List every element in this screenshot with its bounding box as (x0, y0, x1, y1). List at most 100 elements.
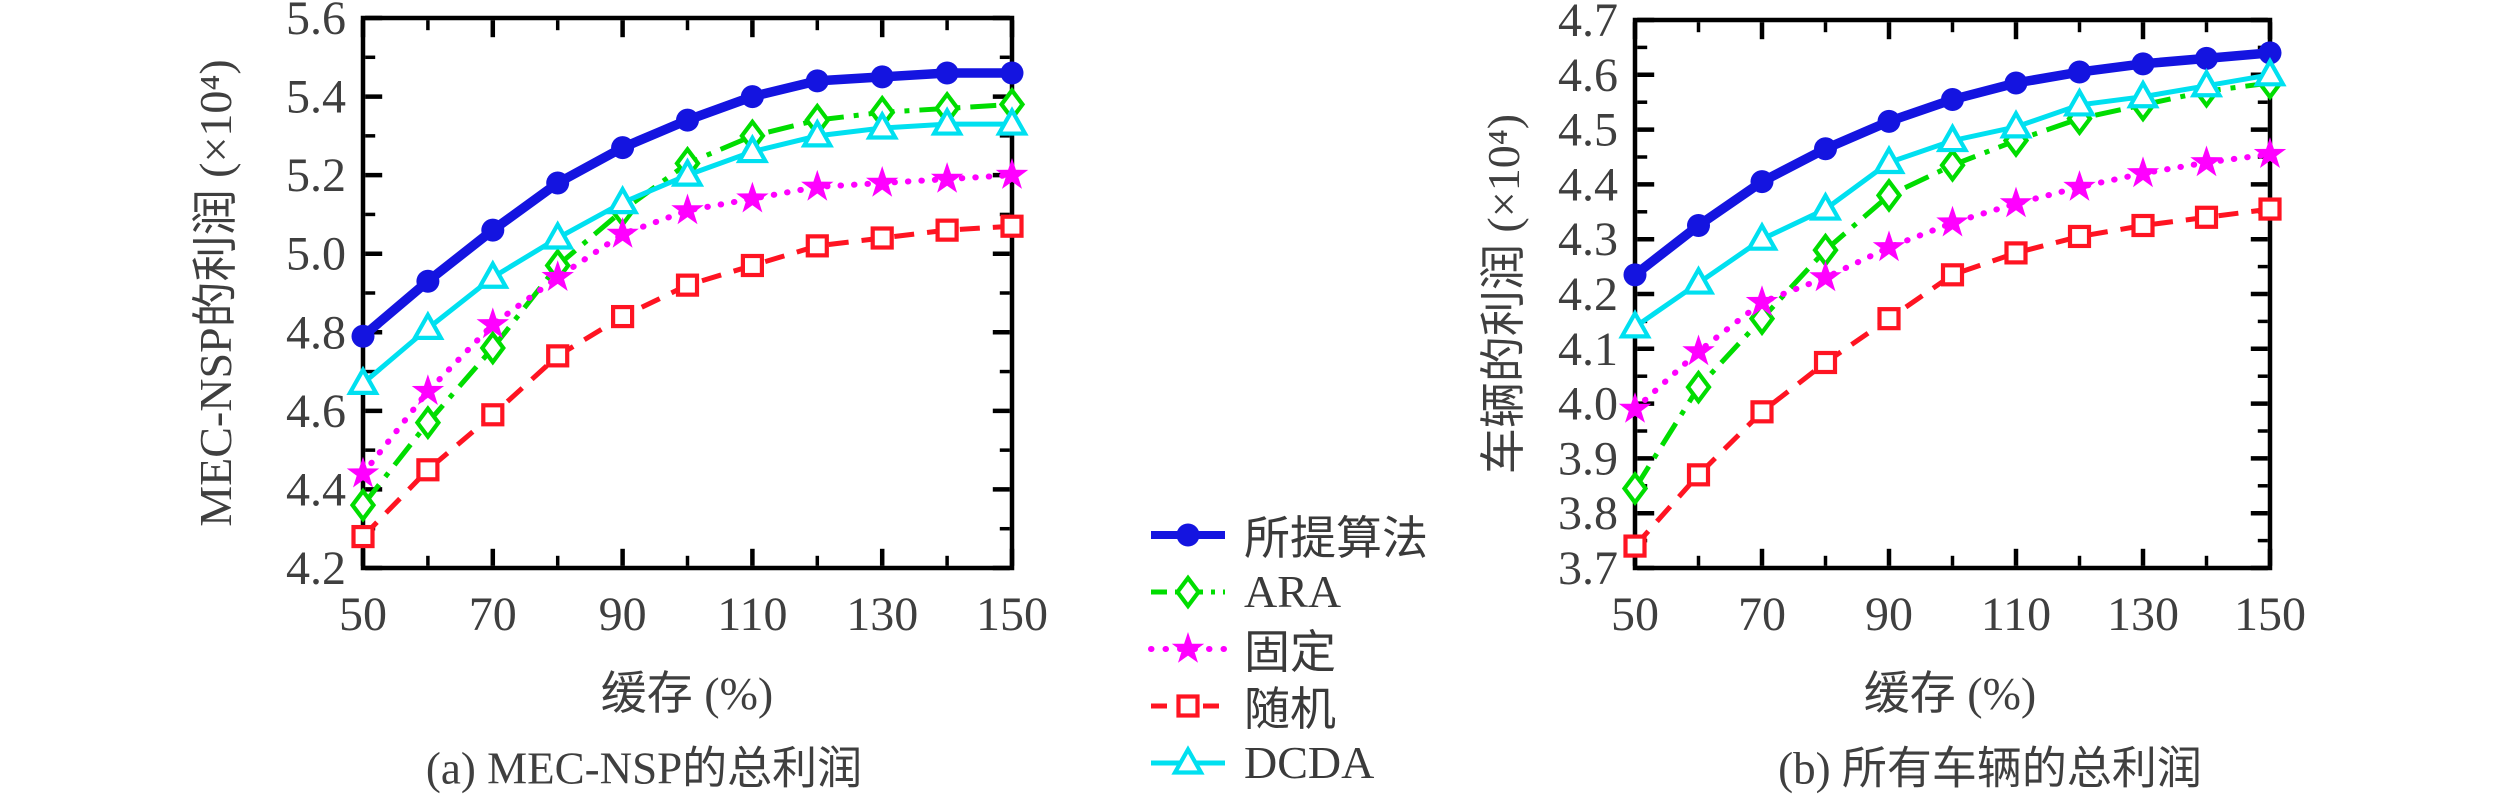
square-marker-icon (1000, 214, 1024, 238)
axes-box (360, 15, 1015, 571)
right-y-axis-label: 车辆的利润 (×10⁴) (1478, 113, 1529, 475)
circle-marker-icon (1941, 87, 1964, 111)
y-tick-label: 4.4 (286, 463, 346, 516)
triangle-marker-icon (1171, 744, 1205, 775)
y-tick-label: 4.2 (1558, 268, 1618, 321)
square-marker-icon (675, 273, 700, 297)
triangle-marker-icon (2189, 67, 2224, 98)
star-marker-icon (346, 456, 380, 488)
square-marker-icon (805, 234, 829, 258)
series-markers-fixed (1618, 137, 2287, 423)
left-y-axis-label: MEC-NSP的利润 (×10⁴) (190, 59, 241, 527)
series-markers-dcda (346, 106, 1029, 395)
x-tick-label: 130 (846, 588, 918, 641)
legend-item-fixed: 固定 (1148, 620, 1428, 678)
y-tick-label: 4.8 (286, 306, 346, 359)
circle-marker-icon (2258, 41, 2282, 65)
triangle-marker-icon (930, 106, 964, 136)
circle-marker-icon (1623, 263, 1647, 287)
square-marker-icon (740, 253, 765, 278)
circle-marker-icon (676, 108, 699, 132)
legend-item-proposed: 所提算法 (1148, 506, 1428, 564)
star-marker-icon (2063, 170, 2096, 201)
star-marker-icon (1872, 230, 1906, 262)
circle-marker-icon (2195, 46, 2218, 70)
circle-marker-icon (611, 136, 635, 160)
legend-star-sample-icon (1148, 631, 1228, 663)
square-marker-icon (2067, 224, 2092, 249)
circle-marker-icon (416, 269, 440, 293)
series-line-fixed (1632, 151, 2273, 413)
legend-item-dcda: DCDA (1148, 734, 1428, 791)
y-tick-label: 4.2 (286, 542, 346, 595)
x-tick-label: 50 (1611, 588, 1659, 641)
square-marker-icon (481, 403, 505, 427)
legend-item-random: 随机 (1148, 677, 1428, 735)
triangle-marker-icon (2126, 78, 2160, 109)
star-marker-icon (476, 307, 509, 339)
star-marker-icon (995, 158, 1029, 189)
diamond-marker-icon (1939, 147, 1966, 183)
x-tick-label: 110 (1981, 588, 2051, 641)
star-marker-icon (411, 374, 445, 405)
series-markers-dcda (1618, 57, 2287, 339)
x-tick-label: 50 (339, 588, 387, 641)
legend-item-label: ARA (1244, 566, 1342, 617)
square-marker-icon (1750, 400, 1774, 424)
y-tick-label: 4.5 (1558, 104, 1618, 157)
triangle-marker-icon (1618, 309, 1652, 339)
circle-marker-icon (351, 324, 375, 348)
star-marker-icon (1999, 186, 2033, 218)
triangle-marker-icon (995, 106, 1029, 136)
series-markers-ara (349, 86, 1026, 523)
legend-diamond-sample-icon (1151, 574, 1225, 609)
star-marker-icon (736, 181, 769, 213)
star-marker-icon (1745, 285, 1779, 316)
triangle-marker-icon (476, 259, 510, 289)
y-tick-label: 5.0 (286, 228, 346, 281)
star-marker-icon (541, 260, 574, 291)
triangle-marker-icon (865, 110, 899, 140)
triangle-marker-icon (411, 310, 445, 340)
x-tick-label: 90 (1865, 588, 1913, 641)
x-tick-label: 90 (599, 588, 647, 641)
circle-marker-icon (1000, 61, 1024, 85)
series-markers-proposed (351, 61, 1024, 348)
y-tick-label: 3.9 (1558, 432, 1618, 485)
y-tick-label: 4.3 (1558, 213, 1618, 266)
circle-marker-icon (1814, 137, 1837, 161)
triangle-marker-icon (2062, 87, 2097, 117)
series-line-fixed (360, 172, 1015, 477)
star-marker-icon (1618, 392, 1652, 423)
series-markers-proposed (1623, 41, 2282, 287)
circle-marker-icon (870, 65, 894, 89)
square-marker-icon (351, 524, 375, 549)
axes-box (1632, 17, 2273, 571)
diamond-marker-icon (1621, 471, 1649, 507)
left-x-axis-label: 缓存 (%) (600, 668, 774, 719)
square-marker-icon (546, 344, 570, 368)
series-markers-random (1623, 197, 2282, 558)
series-markers-fixed (346, 158, 1029, 488)
y-tick-label: 4.4 (1558, 158, 1618, 211)
y-tick-label: 4.0 (1558, 378, 1618, 431)
triangle-marker-icon (606, 184, 640, 215)
triangle-marker-icon (670, 157, 705, 187)
y-tick-label: 4.1 (1558, 323, 1618, 376)
circle-marker-icon (1877, 109, 1901, 133)
diamond-marker-icon (479, 330, 506, 366)
right-x-axis-label: 缓存 (%) (1863, 668, 2037, 719)
triangle-marker-icon (346, 365, 380, 395)
diamond-marker-icon (1685, 369, 1712, 405)
star-marker-icon (930, 162, 964, 193)
y-tick-label: 3.8 (1558, 487, 1618, 540)
triangle-marker-icon (735, 133, 769, 164)
star-marker-icon (1171, 631, 1205, 663)
star-marker-icon (866, 166, 899, 197)
square-marker-icon (2131, 213, 2155, 238)
diamond-marker-icon (414, 405, 442, 441)
diamond-marker-icon (1174, 574, 1202, 609)
series-markers-random (351, 214, 1024, 549)
triangle-marker-icon (2253, 57, 2287, 87)
